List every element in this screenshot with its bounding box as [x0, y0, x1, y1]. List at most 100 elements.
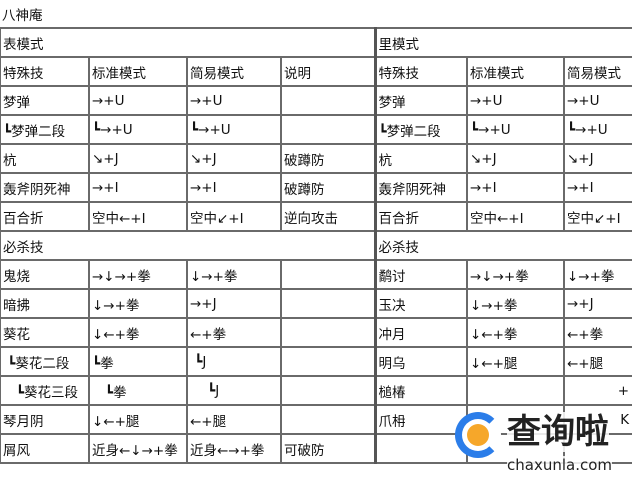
table-cell: 屑风	[0, 433, 90, 464]
logo-dot-icon	[467, 424, 489, 446]
table-cell: ←+拳	[562, 317, 632, 348]
table-cell: 爪枏	[374, 404, 468, 435]
table-cell: →+U	[562, 85, 632, 116]
table-cell: →+J	[186, 288, 282, 319]
table-cell	[280, 85, 377, 116]
table-cell: 玉决	[374, 288, 468, 319]
table-cell: ┗葵花二段	[0, 346, 90, 377]
table-cell: →+I	[186, 172, 282, 203]
table-cell: 琴月阴	[0, 404, 90, 435]
table-row: 百合折 空中←+I 空中↙+I 逆向攻击 百合折 空中←+I 空中↙+I	[0, 201, 632, 232]
table-cell	[280, 317, 377, 348]
table-cell	[280, 404, 377, 435]
search-logo-icon	[455, 412, 501, 458]
move-list-table: 八神庵 表模式 里模式 特殊技 标准模式 简易模式 说明 特殊技 标准模式 简易模式 梦弹 →+U →+…	[0, 0, 632, 464]
table-cell: ↘+J	[562, 143, 632, 174]
table-cell: 暗拂	[0, 288, 90, 319]
table-cell: ←+腿	[186, 404, 282, 435]
table-cell: ↓→+拳	[186, 259, 282, 290]
table-cell: 杭	[374, 143, 468, 174]
table-cell: ↓←+腿	[88, 404, 188, 435]
table-cell: ┗梦弹二段	[374, 114, 468, 145]
table-cell: →+I	[88, 172, 188, 203]
table-cell: →↓→+拳	[466, 259, 565, 290]
table-title: 八神庵	[0, 0, 632, 29]
table-cell: 破蹲防	[280, 143, 377, 174]
table-cell: →+U	[88, 85, 188, 116]
column-header: 特殊技	[0, 56, 90, 87]
table-cell: 梦弹	[0, 85, 90, 116]
table-cell: 逆向攻击	[280, 201, 377, 232]
table-cell: 槌椿	[374, 375, 468, 406]
table-cell	[374, 433, 468, 464]
table-cell: ↘+J	[88, 143, 188, 174]
watermark-text: 查询啦	[507, 412, 609, 452]
mode-row: 表模式 里模式	[0, 27, 632, 58]
table-cell: ↓→+拳	[466, 288, 565, 319]
table-cell: 葵花	[0, 317, 90, 348]
table-cell: →+U	[186, 85, 282, 116]
table-cell: 杭	[0, 143, 90, 174]
title-row: 八神庵	[0, 0, 632, 29]
table-cell: 破蹲防	[280, 172, 377, 203]
table-cell: ↘+J	[466, 143, 565, 174]
right-section-header: 必杀技	[373, 230, 632, 261]
header-row: 特殊技 标准模式 简易模式 说明 特殊技 标准模式 简易模式	[0, 56, 632, 87]
table-cell: 鹬讨	[374, 259, 468, 290]
table-cell: ←+腿	[562, 346, 632, 377]
table-row: ┗葵花三段 ┗拳 ┗J 槌椿 +	[0, 375, 632, 406]
table-cell: 空中↙+I	[186, 201, 282, 232]
table-row: 梦弹 →+U →+U 梦弹 →+U →+U	[0, 85, 632, 116]
table-cell: 近身←→+拳	[186, 433, 282, 464]
section-row: 必杀技 必杀技	[0, 230, 632, 261]
table-cell: ←+拳	[186, 317, 282, 348]
table-cell: 轰斧阴死神	[374, 172, 468, 203]
table-row: 轰斧阴死神 →+I →+I 破蹲防 轰斧阴死神 →+I →+I	[0, 172, 632, 203]
table-cell: ┗→+U	[88, 114, 188, 145]
table-cell: ┗梦弹二段	[0, 114, 90, 145]
table-cell: ┗拳	[88, 375, 188, 406]
right-mode-header: 里模式	[373, 27, 632, 58]
column-header: 标准模式	[466, 56, 565, 87]
table-cell: ┗→+U	[466, 114, 565, 145]
table-cell: 轰斧阴死神	[0, 172, 90, 203]
table-cell: ↓←+腿	[466, 346, 565, 377]
table-cell: ┗J	[186, 375, 282, 406]
table-cell: 空中↙+I	[562, 201, 632, 232]
table-cell: ↘+J	[186, 143, 282, 174]
table-cell	[466, 375, 565, 406]
table-cell: ↓→+拳	[562, 259, 632, 290]
column-header: 简易模式	[562, 56, 632, 87]
table-cell: →↓→+拳	[88, 259, 188, 290]
table-cell: ↓←+拳	[88, 317, 188, 348]
table-cell: ┗J	[186, 346, 282, 377]
table-cell	[280, 375, 377, 406]
table-cell: +	[562, 375, 632, 406]
table-row: 暗拂 ↓→+拳 →+J 玉决 ↓→+拳 →+J	[0, 288, 632, 319]
table-cell: 冲月	[374, 317, 468, 348]
table-cell: ┗拳	[88, 346, 188, 377]
table-cell: →+J	[562, 288, 632, 319]
table-row: 鬼烧 →↓→+拳 ↓→+拳 鹬讨 →↓→+拳 ↓→+拳	[0, 259, 632, 290]
table-row: ┗葵花二段 ┗拳 ┗J 明乌 ↓←+腿 ←+腿	[0, 346, 632, 377]
watermark-url: chaxunla.com	[507, 456, 612, 474]
table-cell: 百合折	[374, 201, 468, 232]
table-cell: ↓→+拳	[88, 288, 188, 319]
table-cell	[280, 259, 377, 290]
table-cell	[280, 288, 377, 319]
column-header: 标准模式	[88, 56, 188, 87]
table-cell: ↓←+拳	[466, 317, 565, 348]
column-header: 说明	[280, 56, 377, 87]
table-cell: 可破防	[280, 433, 377, 464]
table-cell: 鬼烧	[0, 259, 90, 290]
table-cell: 梦弹	[374, 85, 468, 116]
table-cell: 空中←+I	[88, 201, 188, 232]
table-cell: →+U	[466, 85, 565, 116]
table-cell: 空中←+I	[466, 201, 565, 232]
table-cell: 近身←↓→+拳	[88, 433, 188, 464]
left-mode-header: 表模式	[0, 27, 377, 58]
table-cell: 明乌	[374, 346, 468, 377]
table-cell: 百合折	[0, 201, 90, 232]
table-cell: →+I	[562, 172, 632, 203]
column-header: 特殊技	[374, 56, 468, 87]
